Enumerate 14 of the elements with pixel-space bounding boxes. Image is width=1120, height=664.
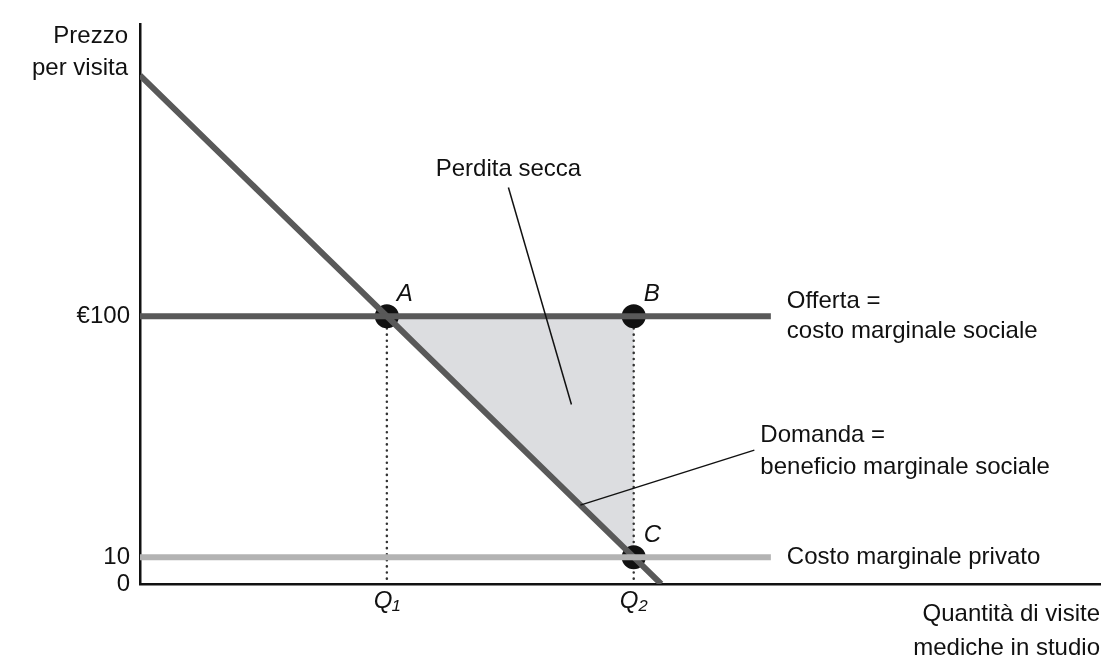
annotation: B bbox=[643, 278, 660, 306]
x-tick-label: Q₁ bbox=[373, 586, 400, 614]
series-label: Offerta = costo marginale sociale bbox=[786, 285, 1038, 343]
y-tick-label: 10 bbox=[103, 541, 130, 569]
y-tick-label: 0 bbox=[116, 568, 130, 596]
x-tick-label: Q₂ bbox=[619, 586, 648, 614]
y-tick-label: €100 bbox=[76, 300, 130, 328]
annotation: Perdita secca bbox=[435, 154, 582, 182]
text: Domanda = beneficio marginale sociale bbox=[760, 419, 1050, 479]
annotation: A bbox=[394, 278, 413, 306]
x-axis-title: Quantità di visite mediche in studio bbox=[913, 598, 1100, 660]
series-label: Costo marginale privato bbox=[786, 541, 1041, 569]
annotation: C bbox=[643, 519, 662, 547]
y-axis-title: Prezzo per visita bbox=[31, 21, 129, 81]
